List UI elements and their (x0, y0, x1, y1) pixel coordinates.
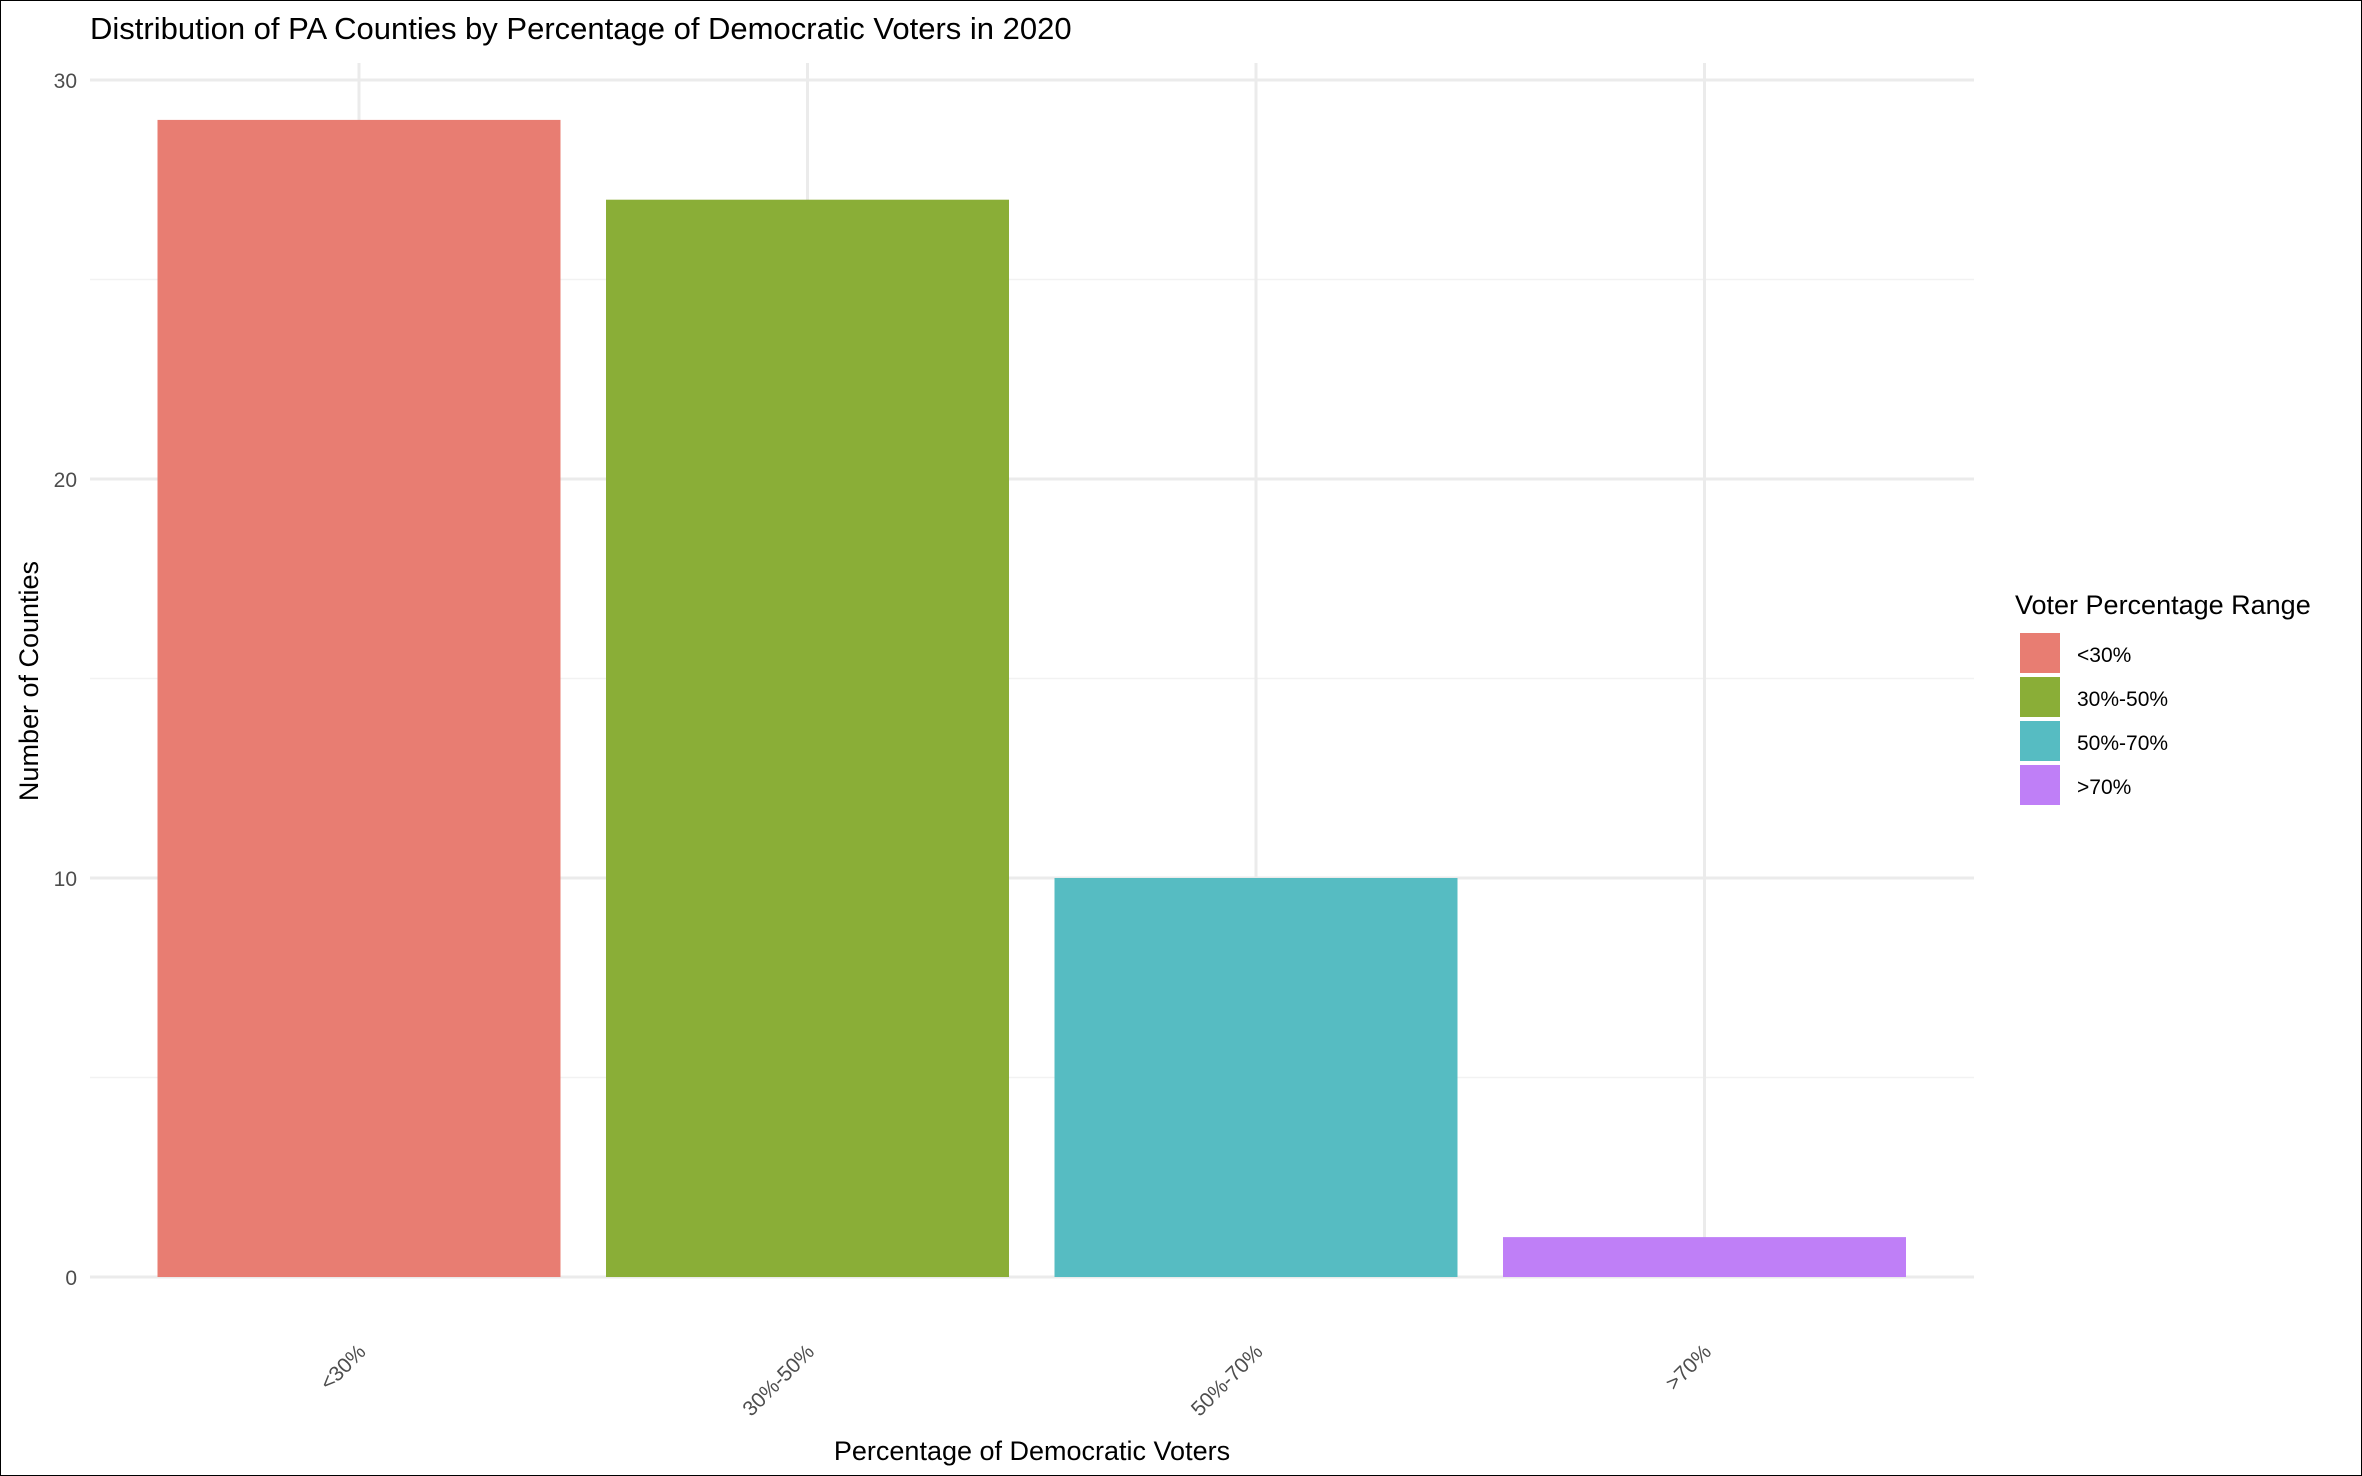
legend-key (2020, 765, 2060, 805)
y-tick-label: 10 (54, 868, 77, 891)
x-tick-label: 50%-70% (1187, 1340, 1268, 1421)
legend-title: Voter Percentage Range (2015, 590, 2311, 620)
legend-label: 50%-70% (2077, 732, 2168, 755)
y-tick-label: 0 (65, 1267, 77, 1290)
legend-key (2020, 721, 2060, 761)
legend-label: 30%-50% (2077, 688, 2168, 711)
legend-key (2020, 633, 2060, 673)
legend-items: <30% 30%-50% 50%-70% >70% (2020, 633, 2168, 805)
x-tick-label: >70% (1661, 1340, 1716, 1395)
y-tick-label: 30 (54, 70, 77, 93)
chart-title: Distribution of PA Counties by Percentag… (90, 11, 1072, 46)
legend-label: <30% (2077, 644, 2131, 667)
x-tick-label: 30%-50% (738, 1340, 819, 1421)
legend-key (2020, 677, 2060, 717)
x-axis-title: Percentage of Democratic Voters (834, 1436, 1230, 1466)
x-tick-label: <30% (316, 1340, 371, 1395)
bar (606, 199, 1009, 1278)
legend: Voter Percentage Range <30% 30%-50% 50%-70… (2015, 590, 2311, 805)
bars (157, 119, 1906, 1278)
y-axis-title: Number of Counties (14, 561, 44, 801)
bar (157, 119, 561, 1277)
legend-label: >70% (2077, 776, 2131, 799)
y-axis: 0 10 20 30 (54, 70, 77, 1290)
bar (1503, 1237, 1906, 1277)
bar (1054, 878, 1458, 1277)
y-tick-label: 20 (54, 469, 77, 492)
x-axis: <30% 30%-50% 50%-70% >70% (316, 1340, 1716, 1421)
